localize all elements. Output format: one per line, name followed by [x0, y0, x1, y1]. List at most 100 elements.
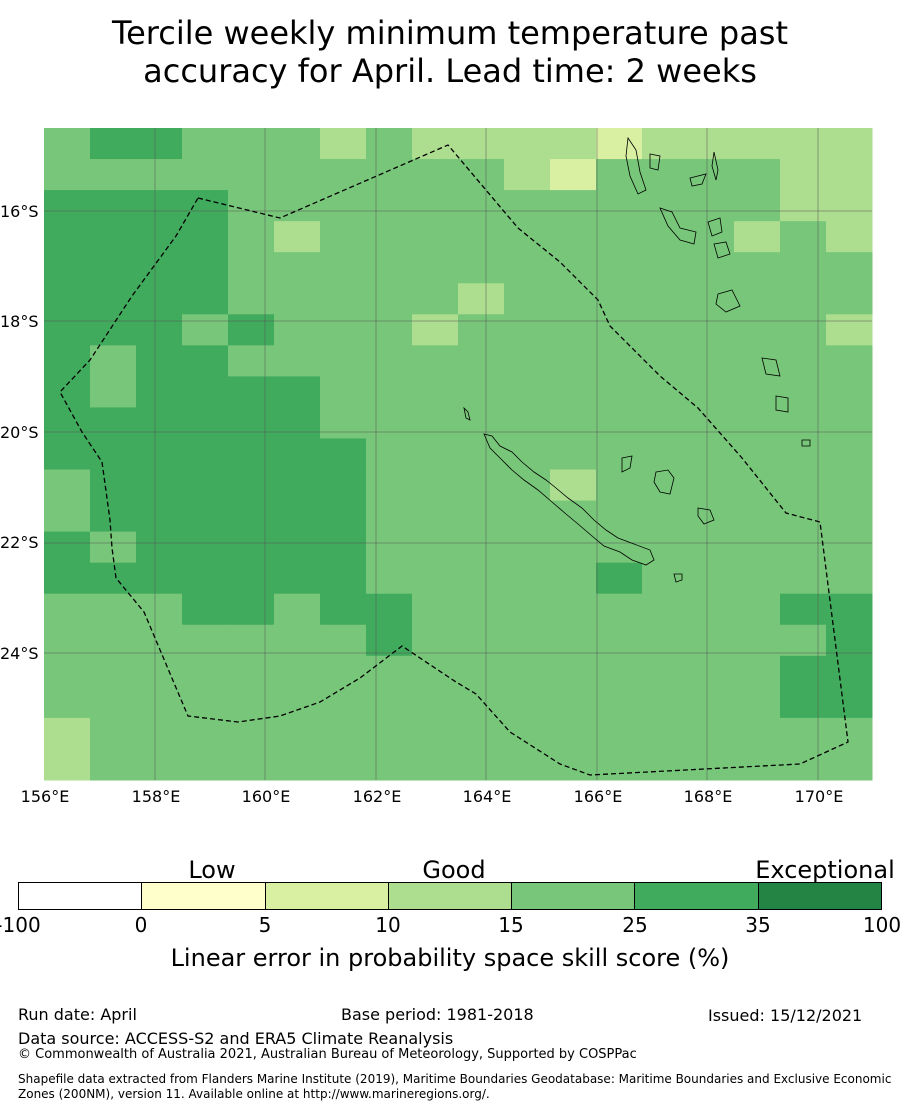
skill-cell: [642, 159, 689, 191]
skill-map: [44, 128, 873, 781]
skill-cell: [550, 593, 597, 626]
skill-cell: [550, 190, 597, 222]
skill-cell: [826, 345, 873, 377]
lat-label: 20°S: [0, 423, 39, 442]
skill-cell: [458, 748, 505, 781]
skill-cell: [228, 655, 275, 688]
data-source: Data source: ACCESS-S2 and ERA5 Climate …: [18, 1029, 454, 1048]
skill-cell: [550, 500, 597, 533]
skill-cell: [550, 128, 597, 160]
skill-cell: [90, 376, 137, 408]
skill-cell: [596, 190, 643, 222]
vanuatu-island-outline: [713, 241, 731, 259]
skill-cell: [550, 376, 597, 408]
title-line-2: accuracy for April. Lead time: 2 weeks: [143, 52, 757, 90]
skill-cell: [182, 686, 229, 719]
skill-cell: [504, 469, 551, 502]
skill-cell: [780, 717, 827, 750]
skill-cell: [90, 686, 137, 719]
skill-cell: [228, 438, 275, 471]
skill-cell: [550, 283, 597, 315]
skill-cell: [734, 190, 781, 222]
vanuatu-island-outline: [707, 217, 723, 237]
skill-cell: [228, 717, 275, 750]
skill-cell: [366, 624, 413, 657]
skill-cell: [228, 500, 275, 533]
eez-boundary: [59, 144, 849, 776]
skill-cell: [780, 531, 827, 564]
skill-cell: [366, 686, 413, 719]
skill-cell: [274, 314, 321, 346]
skill-cell: [504, 190, 551, 222]
skill-cell: [320, 283, 367, 315]
islet-outline: [801, 439, 811, 447]
skill-cell: [596, 314, 643, 346]
skill-cell: [550, 531, 597, 564]
skill-cell: [458, 593, 505, 626]
skill-cell: [688, 469, 735, 502]
skill-cell: [44, 159, 91, 191]
colorbar-tick: 25: [622, 913, 648, 937]
skill-cell: [780, 655, 827, 688]
skill-cell: [136, 717, 183, 750]
skill-cell: [642, 252, 689, 284]
skill-cell: [274, 562, 321, 595]
skill-cell: [780, 407, 827, 439]
skill-cell: [320, 686, 367, 719]
skill-cell: [412, 314, 459, 346]
skill-cell: [688, 190, 735, 222]
skill-cell: [734, 469, 781, 502]
skill-cell: [826, 221, 873, 253]
skill-cell: [550, 252, 597, 284]
skill-cell: [596, 407, 643, 439]
colorbar-label: Linear error in probability space skill …: [170, 944, 730, 972]
lon-label: 160°E: [241, 787, 291, 806]
skill-cell: [642, 438, 689, 471]
skill-cell: [412, 655, 459, 688]
skill-cell: [734, 531, 781, 564]
skill-cell: [182, 531, 229, 564]
lon-label: 166°E: [573, 787, 623, 806]
lon-label: 170°E: [794, 787, 844, 806]
colorbar-category-exceptional: Exceptional: [755, 856, 895, 884]
skill-cell: [182, 717, 229, 750]
skill-cell: [136, 748, 183, 781]
skill-cell: [550, 345, 597, 377]
skill-cell: [458, 624, 505, 657]
skill-cell: [734, 252, 781, 284]
skill-cell: [228, 686, 275, 719]
colorbar-segment: [265, 883, 389, 909]
skill-cell: [44, 221, 91, 253]
skill-cell: [642, 562, 689, 595]
skill-cell: [596, 531, 643, 564]
loyalty-island-outline: [653, 469, 675, 495]
skill-cell: [642, 376, 689, 408]
skill-cell: [412, 190, 459, 222]
skill-cell: [412, 438, 459, 471]
skill-cell: [274, 376, 321, 408]
skill-cell: [136, 469, 183, 502]
skill-cell: [90, 283, 137, 315]
skill-cell: [136, 531, 183, 564]
skill-cell: [780, 159, 827, 191]
skill-cell: [596, 252, 643, 284]
vanuatu-island-outline: [761, 357, 781, 377]
skill-cell: [320, 221, 367, 253]
skill-cell: [412, 252, 459, 284]
skill-cell: [366, 190, 413, 222]
skill-cell: [688, 562, 735, 595]
skill-cell: [458, 407, 505, 439]
skill-cell: [44, 190, 91, 222]
skill-cell: [320, 190, 367, 222]
skill-cell: [550, 624, 597, 657]
skill-cell: [780, 686, 827, 719]
skill-cell: [136, 345, 183, 377]
skill-cell: [44, 500, 91, 533]
skill-cell: [688, 314, 735, 346]
skill-cell: [596, 376, 643, 408]
lat-label: 16°S: [0, 202, 39, 221]
skill-cell: [274, 593, 321, 626]
skill-cell: [136, 500, 183, 533]
skill-cell: [642, 593, 689, 626]
skill-cell: [412, 345, 459, 377]
